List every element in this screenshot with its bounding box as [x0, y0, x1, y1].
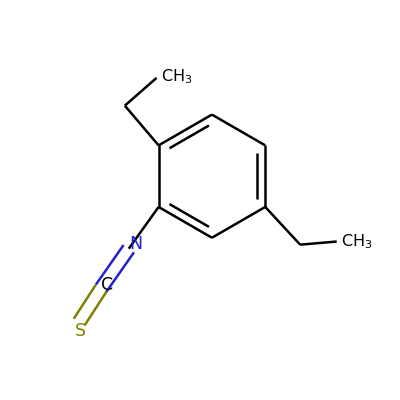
Text: N: N	[129, 235, 142, 253]
Text: C: C	[101, 276, 114, 294]
Text: CH$_3$: CH$_3$	[161, 68, 193, 86]
Text: CH$_3$: CH$_3$	[341, 232, 372, 251]
Text: S: S	[74, 322, 86, 340]
